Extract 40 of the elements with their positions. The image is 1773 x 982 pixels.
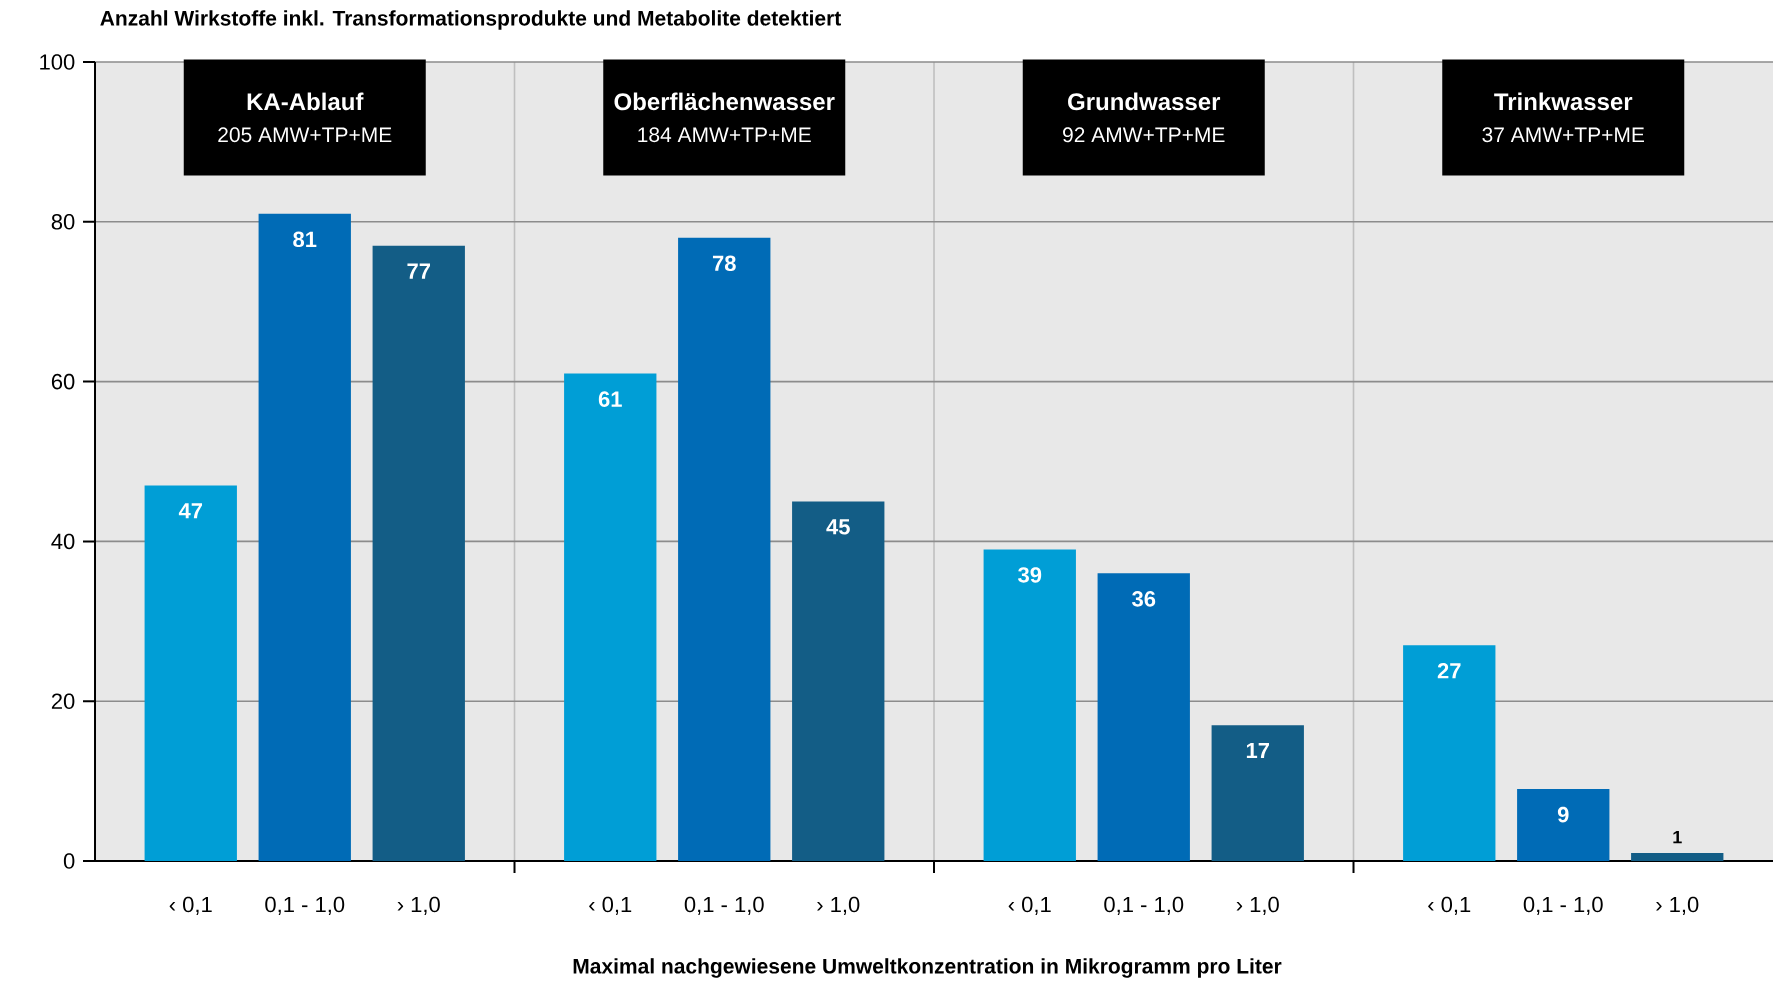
annotation: 92 AMW+TP+ME (1063, 127, 1225, 143)
annotation: Grundwasser (1068, 92, 1221, 111)
data-label: 61 (598, 391, 622, 407)
data-label: 17 (1246, 742, 1270, 759)
y-tick-label: 100 (40, 54, 75, 70)
annotation: 205 AMW+TP+ME (218, 127, 392, 143)
x-tick-label: 0,1 - 1,0 (1523, 896, 1603, 915)
data-label: 9 (1557, 806, 1569, 823)
data-label: 78 (712, 255, 736, 272)
data-label: 77 (407, 263, 431, 279)
x-tick-label: › 1,0 (817, 896, 860, 915)
annotation: Trinkwasser (1494, 92, 1633, 111)
x-tick-label: ‹ 0,1 (1008, 896, 1051, 915)
x-axis-title: Maximal nachgewiesene Umweltkonzentration in Mikrogramm pro Liter (573, 958, 1282, 978)
x-tick-label: ‹ 0,1 (169, 896, 212, 915)
chart-title: Anzahl Wirkstoffe inkl. Transformationsprodukte und Metabolite detektiert (100, 10, 841, 30)
x-tick-label: › 1,0 (1656, 896, 1699, 915)
x-tick-label: › 1,0 (1236, 896, 1279, 915)
x-tick-label: › 1,0 (397, 896, 440, 915)
data-label: 39 (1018, 567, 1042, 583)
data-label: 45 (826, 519, 850, 535)
x-tick-label: 0,1 - 1,0 (684, 896, 764, 915)
x-tick-label: 0,1 - 1,0 (1104, 896, 1184, 915)
y-tick-label: 0 (63, 853, 75, 869)
x-tick-label: ‹ 0,1 (589, 896, 632, 915)
y-tick-label: 60 (51, 373, 75, 390)
y-tick-label: 40 (51, 533, 75, 550)
x-tick-label: ‹ 0,1 (1428, 896, 1471, 915)
data-label: 1 (1673, 830, 1682, 844)
y-tick-label: 80 (51, 214, 75, 230)
data-label: 36 (1132, 591, 1156, 607)
x-tick-label: 0,1 - 1,0 (265, 896, 345, 915)
annotation: 37 AMW+TP+ME (1482, 127, 1644, 143)
data-label: 27 (1437, 663, 1461, 679)
data-label: 47 (178, 503, 203, 519)
data-label: 81 (293, 231, 317, 248)
annotation: KA-Ablauf (247, 92, 364, 111)
y-tick-label: 20 (51, 693, 75, 709)
annotation: 184 AMW+TP+ME (638, 127, 811, 143)
annotation: Oberflächenwasser (614, 92, 835, 111)
